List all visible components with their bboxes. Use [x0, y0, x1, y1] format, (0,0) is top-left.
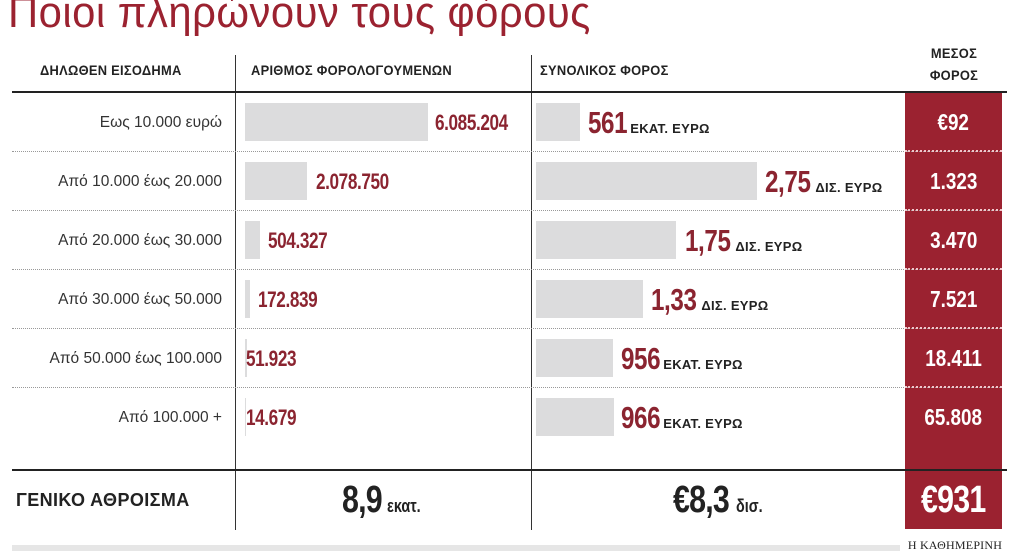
total-tax-bar: [536, 280, 643, 318]
column-divider: [235, 55, 236, 530]
totals-avg-tax: €931: [921, 479, 986, 521]
count-bar: [245, 221, 260, 259]
header-count: ΑΡΙΘΜΟΣ ΦΟΡΟΛΟΓΟΥΜΕΝΩΝ: [251, 62, 452, 78]
income-bracket: Από 20.000 έως 30.000: [58, 232, 222, 249]
total-tax-value: 966 ΕΚΑΤ. ΕΥΡΩ: [621, 400, 743, 435]
header-income: ΔΗΛΩΘΕΝ ΕΙΣΟΔΗΜΑ: [40, 62, 182, 78]
header-avg-tax: ΜΕΣΟΣ ΦΟΡΟΣ: [912, 42, 997, 86]
avg-tax-value: 65.808: [924, 404, 983, 430]
avg-tax-value: 3.470: [929, 227, 978, 253]
income-bracket: Εως 10.000 ευρώ: [99, 114, 222, 131]
total-tax-bar: [536, 162, 757, 200]
header-avg-line2: ΦΟΡΟΣ: [929, 67, 979, 83]
count-value: 6.085.204: [435, 110, 508, 135]
source-credit: Η ΚΑΘΗΜΕΡΙΝΗ: [907, 538, 1003, 552]
table-row: Εως 10.000 ευρώ 6.085.204 561 ΕΚΑΤ. ΕΥΡΩ …: [12, 93, 1002, 152]
header-avg-line1: ΜΕΣΟΣ: [930, 45, 978, 61]
count-value: 2.078.750: [316, 169, 389, 194]
total-tax-value: 956 ΕΚΑΤ. ΕΥΡΩ: [621, 341, 743, 376]
table-row: Από 50.000 έως 100.000 51.923 956 ΕΚΑΤ. Ε…: [12, 329, 1002, 388]
avg-column-background: [905, 92, 1002, 529]
totals-row: ΓΕΝΙΚΟ ΑΘΡΟΙΣΜΑ 8,9 εκατ. €8,3 δισ. €931: [12, 471, 1002, 529]
avg-tax-value: €92: [937, 109, 970, 135]
totals-rule: [12, 469, 1007, 471]
income-bracket: Από 30.000 έως 50.000: [58, 291, 222, 308]
avg-tax-value: 18.411: [925, 345, 982, 371]
row-separator: [12, 151, 1002, 152]
row-separator: [12, 210, 1002, 211]
total-tax-bar: [536, 103, 580, 141]
avg-tax-value: 7.521: [929, 286, 978, 312]
count-bar: [245, 162, 307, 200]
row-separator: [12, 269, 1002, 270]
footer-rule: [12, 545, 900, 551]
count-bar: [245, 398, 246, 436]
count-value: 504.327: [268, 228, 328, 253]
total-tax-value: 2,75 ΔΙΣ. ΕΥΡΩ: [765, 164, 883, 199]
row-separator-red: [905, 268, 1002, 270]
table-row: Από 20.000 έως 30.000 504.327 1,75 ΔΙΣ. Ε…: [12, 211, 1002, 270]
total-tax-value: 561 ΕΚΑΤ. ΕΥΡΩ: [588, 105, 710, 140]
totals-label: ΓΕΝΙΚΟ ΑΘΡΟΙΣΜΑ: [16, 490, 190, 510]
income-bracket: Από 10.000 έως 20.000: [58, 173, 222, 190]
table-row: Από 30.000 έως 50.000 172.839 1,33 ΔΙΣ. Ε…: [12, 270, 1002, 329]
count-bar: [245, 280, 250, 318]
row-separator-red: [905, 150, 1002, 152]
row-separator: [12, 328, 1002, 329]
totals-tax: €8,3 δισ.: [673, 479, 763, 521]
chart-title: Ποιοι πληρώνουν τους φόρους: [8, 0, 591, 37]
total-tax-value: 1,75 ΔΙΣ. ΕΥΡΩ: [685, 223, 803, 258]
column-divider: [531, 55, 532, 530]
total-tax-bar: [536, 398, 614, 436]
row-separator: [12, 387, 1002, 388]
count-value: 14.679: [246, 405, 297, 430]
count-bar: [245, 339, 247, 377]
header-total-tax: ΣΥΝΟΛΙΚΟΣ ΦΟΡΟΣ: [540, 62, 669, 78]
total-tax-bar: [536, 339, 613, 377]
header-rule: [12, 91, 1007, 93]
total-tax-value: 1,33 ΔΙΣ. ΕΥΡΩ: [651, 282, 769, 317]
income-bracket: Από 50.000 έως 100.000: [49, 350, 223, 367]
row-separator-red: [905, 386, 1002, 388]
total-tax-bar: [536, 221, 676, 259]
table-row: Από 100.000 + 14.679 966 ΕΚΑΤ. ΕΥΡΩ 65.80…: [12, 388, 1002, 447]
totals-count: 8,9 εκατ.: [342, 479, 421, 521]
row-separator-red: [905, 327, 1002, 329]
income-bracket: Από 100.000 +: [118, 409, 222, 426]
avg-tax-value: 1.323: [929, 168, 978, 194]
row-separator-red: [905, 209, 1002, 211]
count-bar: [245, 103, 428, 141]
count-value: 51.923: [246, 346, 297, 371]
table-row: Από 10.000 έως 20.000 2.078.750 2,75 ΔΙΣ.…: [12, 152, 1002, 211]
count-value: 172.839: [258, 287, 318, 312]
